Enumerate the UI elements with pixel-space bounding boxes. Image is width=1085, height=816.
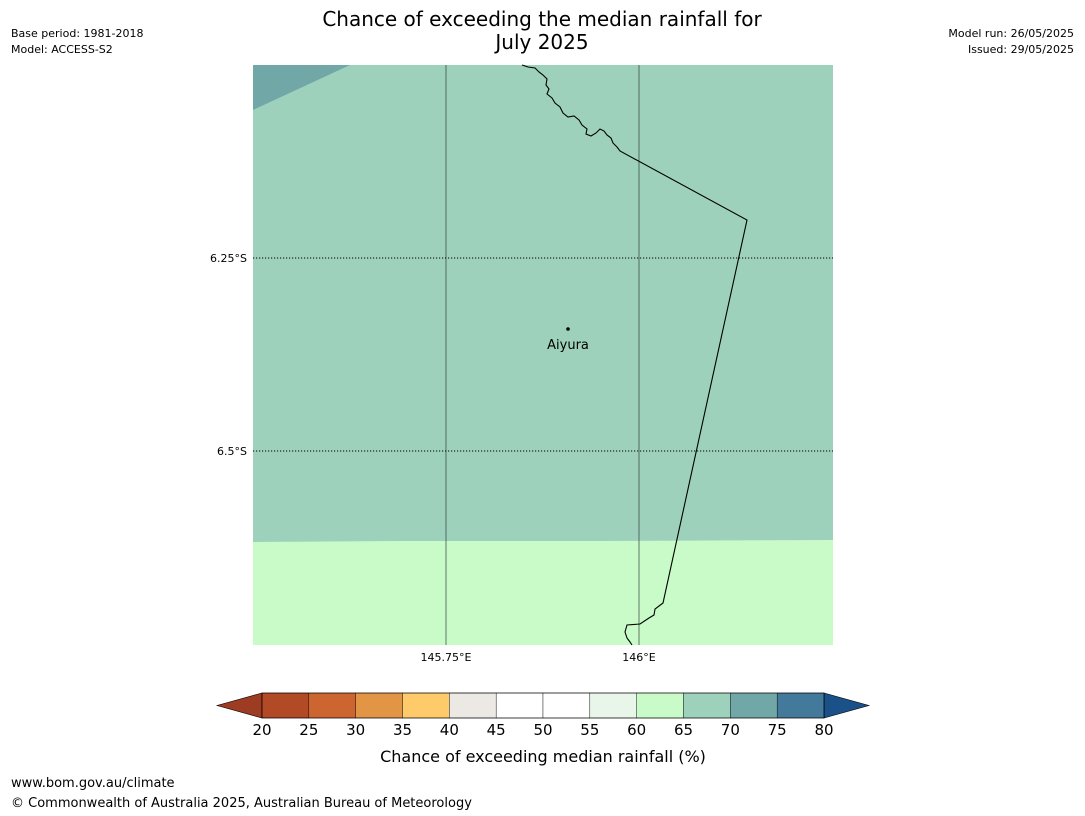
colorbar-segment: [495, 692, 544, 719]
colorbar-tick-label: 20: [252, 721, 271, 739]
title-line-2: July 2025: [495, 30, 589, 54]
province-border: [521, 64, 748, 646]
colorbar-tick-label: 65: [674, 721, 693, 739]
colorbar-segment: [261, 692, 310, 719]
colorbar-segment: [542, 692, 591, 719]
colorbar-segment: [449, 692, 497, 719]
lon-label-145-75: 145.75°E: [421, 651, 472, 664]
model-run-text: Model run: 26/05/2025: [948, 27, 1074, 40]
town-label: Aiyura: [547, 338, 589, 353]
colorbar-segment: [683, 692, 731, 719]
lat-label-6-25: 6.25°S: [210, 252, 247, 265]
issued-text: Issued: 29/05/2025: [967, 43, 1074, 56]
lon-label-146: 146°E: [622, 651, 655, 664]
map-panel: Aiyura 6.25°S 6.5°S 145.75°E 146°E: [210, 64, 833, 664]
colorbar-tick-label: 55: [580, 721, 599, 739]
map-title: Chance of exceeding the median rainfall …: [242, 8, 842, 54]
colorbar-segment: [636, 692, 684, 719]
colorbar-segment: [308, 692, 356, 719]
base-period-text: Base period: 1981-2018: [11, 27, 144, 40]
colorbar-high-extend: [823, 692, 871, 719]
colorbar-label: Chance of exceeding median rainfall (%): [380, 747, 706, 766]
colorbar-low-extend: [215, 692, 263, 719]
model-text: Model: ACCESS-S2: [11, 43, 113, 56]
colorbar-outline: [261, 692, 825, 719]
colorbar-tick-label: 30: [346, 721, 365, 739]
header-left-info: Base period: 1981-2018 Model: ACCESS-S2: [11, 26, 143, 58]
lat-label-6-5: 6.5°S: [217, 445, 247, 458]
colorbar-tick-label: 25: [299, 721, 318, 739]
colorbar-tick-label: 75: [768, 721, 787, 739]
region-south: [253, 540, 833, 645]
title-line-1: Chance of exceeding the median rainfall …: [322, 7, 762, 31]
colorbar-tick-label: 35: [393, 721, 412, 739]
header-right-info: Model run: 26/05/2025 Issued: 29/05/2025: [948, 26, 1074, 58]
colorbar-tick-label: 40: [440, 721, 459, 739]
town-marker: [566, 327, 570, 331]
colorbar-segment: [730, 692, 778, 719]
colorbar-tick-label: 70: [721, 721, 740, 739]
colorbar-segment: [776, 692, 825, 719]
colorbar: 20 25 30 35 40 45 50 55 60 65 70 75 80 Chance of exc…: [215, 692, 871, 766]
colorbar-tick-label: 45: [487, 721, 506, 739]
colorbar-segment: [355, 692, 403, 719]
colorbar-segment: [589, 692, 637, 719]
footer-copyright: © Commonwealth of Australia 2025, Austra…: [11, 796, 472, 811]
region-top-left: [253, 65, 350, 110]
colorbar-segment: [402, 692, 450, 719]
colorbar-tick-label: 60: [627, 721, 646, 739]
footer-url: www.bom.gov.au/climate: [11, 776, 175, 791]
colorbar-tick-label: 50: [533, 721, 552, 739]
colorbar-tick-label: 80: [814, 721, 833, 739]
